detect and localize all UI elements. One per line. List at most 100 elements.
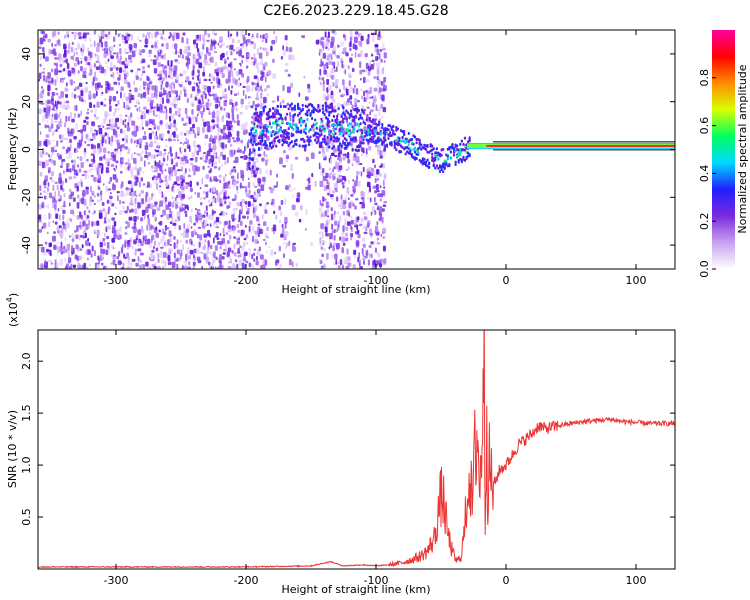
spectrogram-cell: [143, 113, 146, 120]
spectrogram-cell: [169, 76, 174, 80]
spectrogram-cell: [239, 253, 243, 258]
spectrogram-cell: [138, 48, 142, 55]
spectrogram-cell: [44, 56, 49, 62]
spectrogram-cell: [151, 192, 154, 198]
spectrogram-cell: [48, 49, 51, 55]
spectrogram-cell: [262, 221, 267, 227]
spectrogram-cell: [325, 46, 328, 50]
spectrogram-cell: [87, 237, 90, 242]
spectrogram-cell: [125, 72, 127, 80]
spectrogram-cell: [50, 155, 53, 159]
signal-cell: [254, 129, 258, 133]
spectrogram-cell: [139, 85, 142, 89]
spectrogram-cell: [172, 200, 175, 204]
spectrogram-cell: [205, 174, 210, 180]
signal-cell: [423, 157, 426, 161]
spectrogram-cell: [55, 108, 58, 114]
spectrogram-cell: [139, 125, 141, 132]
signal-cell: [351, 147, 354, 151]
spectrogram-cell: [153, 240, 156, 247]
spectrogram-cell: [65, 115, 68, 123]
signal-cell: [345, 138, 348, 142]
spectrogram-cell: [210, 244, 213, 250]
spectrogram-cell: [335, 242, 340, 250]
spectrogram-cell: [362, 76, 366, 84]
spectrogram-cell: [99, 146, 102, 153]
spectrogram-cell: [145, 120, 149, 127]
spectrogram-cell: [135, 235, 139, 240]
spectrogram-cell: [376, 67, 380, 75]
spectrogram-cell: [246, 215, 249, 220]
spectrogram-cell: [238, 69, 243, 75]
spectrogram-cell: [285, 160, 289, 163]
spectrogram-cell: [231, 249, 234, 254]
signal-cell: [278, 123, 281, 127]
spectrogram-cell: [382, 66, 385, 72]
signal-cell: [275, 144, 278, 148]
spectrogram-cell: [96, 220, 100, 226]
spectrogram-cell: [249, 220, 253, 225]
spectrogram-cell: [318, 207, 323, 213]
spectrogram-cell: [92, 189, 95, 195]
signal-cell: [320, 120, 323, 124]
signal-cell: [298, 107, 301, 111]
signal-cell: [298, 120, 301, 124]
spectrogram-cell: [264, 259, 268, 266]
spectrogram-x-axis-title: Height of straight line (km): [281, 283, 430, 296]
spectrogram-cell: [177, 114, 181, 118]
spectrogram-cell: [99, 190, 103, 196]
spectrogram-cell: [253, 151, 256, 156]
spectrogram-cell: [284, 69, 289, 73]
spectrogram-cell: [156, 31, 159, 36]
spectrogram-cell: [161, 77, 165, 82]
spectrogram-cell: [219, 233, 222, 237]
spectrogram-cell: [230, 133, 233, 138]
spectrogram-cell: [147, 218, 151, 225]
spectrogram-cell: [181, 265, 184, 269]
signal-cell: [356, 122, 359, 126]
signal-cell: [320, 132, 323, 136]
snr-series-line: [38, 330, 675, 569]
spectrogram-cell: [370, 32, 375, 36]
spectrogram-cell: [373, 32, 376, 36]
spectrogram-cell: [224, 190, 228, 196]
spectrogram-cell: [167, 152, 170, 155]
spectrogram-cell: [231, 71, 234, 78]
signal-cell: [350, 122, 353, 126]
signal-cell: [329, 135, 332, 139]
spectrogram-cell: [55, 103, 58, 110]
signal-cell: [431, 144, 434, 148]
spectrogram-cell: [121, 61, 126, 65]
spectrogram-cell: [326, 78, 330, 85]
spectrogram-cell: [136, 67, 139, 73]
spectrogram-cell: [217, 127, 222, 133]
spectrogram-cell: [159, 165, 163, 172]
spectrogram-cell: [127, 81, 131, 88]
spectrogram-y-tick-label: 20: [20, 95, 33, 109]
signal-cell: [449, 156, 453, 160]
signal-cell: [290, 140, 293, 144]
spectrogram-cell: [73, 112, 76, 118]
signal-cell: [306, 113, 309, 117]
signal-cell: [415, 141, 418, 145]
spectrogram-cell: [244, 145, 246, 152]
spectrogram-cell: [354, 98, 358, 105]
signal-cell: [334, 131, 337, 135]
spectrogram-cell: [262, 176, 266, 182]
spectrogram-cell: [133, 95, 136, 98]
spectrogram-cell: [104, 211, 108, 217]
spectrogram-cell: [152, 210, 155, 218]
spectrogram-cell: [184, 107, 188, 115]
spectrogram-cell: [341, 236, 346, 243]
spectrogram-cell: [250, 120, 254, 125]
snr-x-tick-label: -200: [234, 574, 259, 587]
spectrogram-cell: [142, 171, 145, 174]
spectrogram-cell: [93, 40, 96, 47]
spectrogram-cell: [360, 217, 364, 223]
spectrogram-cell: [237, 219, 241, 223]
spectrogram-cell: [255, 86, 258, 91]
signal-cell: [328, 145, 331, 149]
spectrogram-cell: [108, 119, 111, 123]
spectrogram-cell: [104, 47, 109, 54]
spectrogram-cell: [363, 191, 366, 199]
